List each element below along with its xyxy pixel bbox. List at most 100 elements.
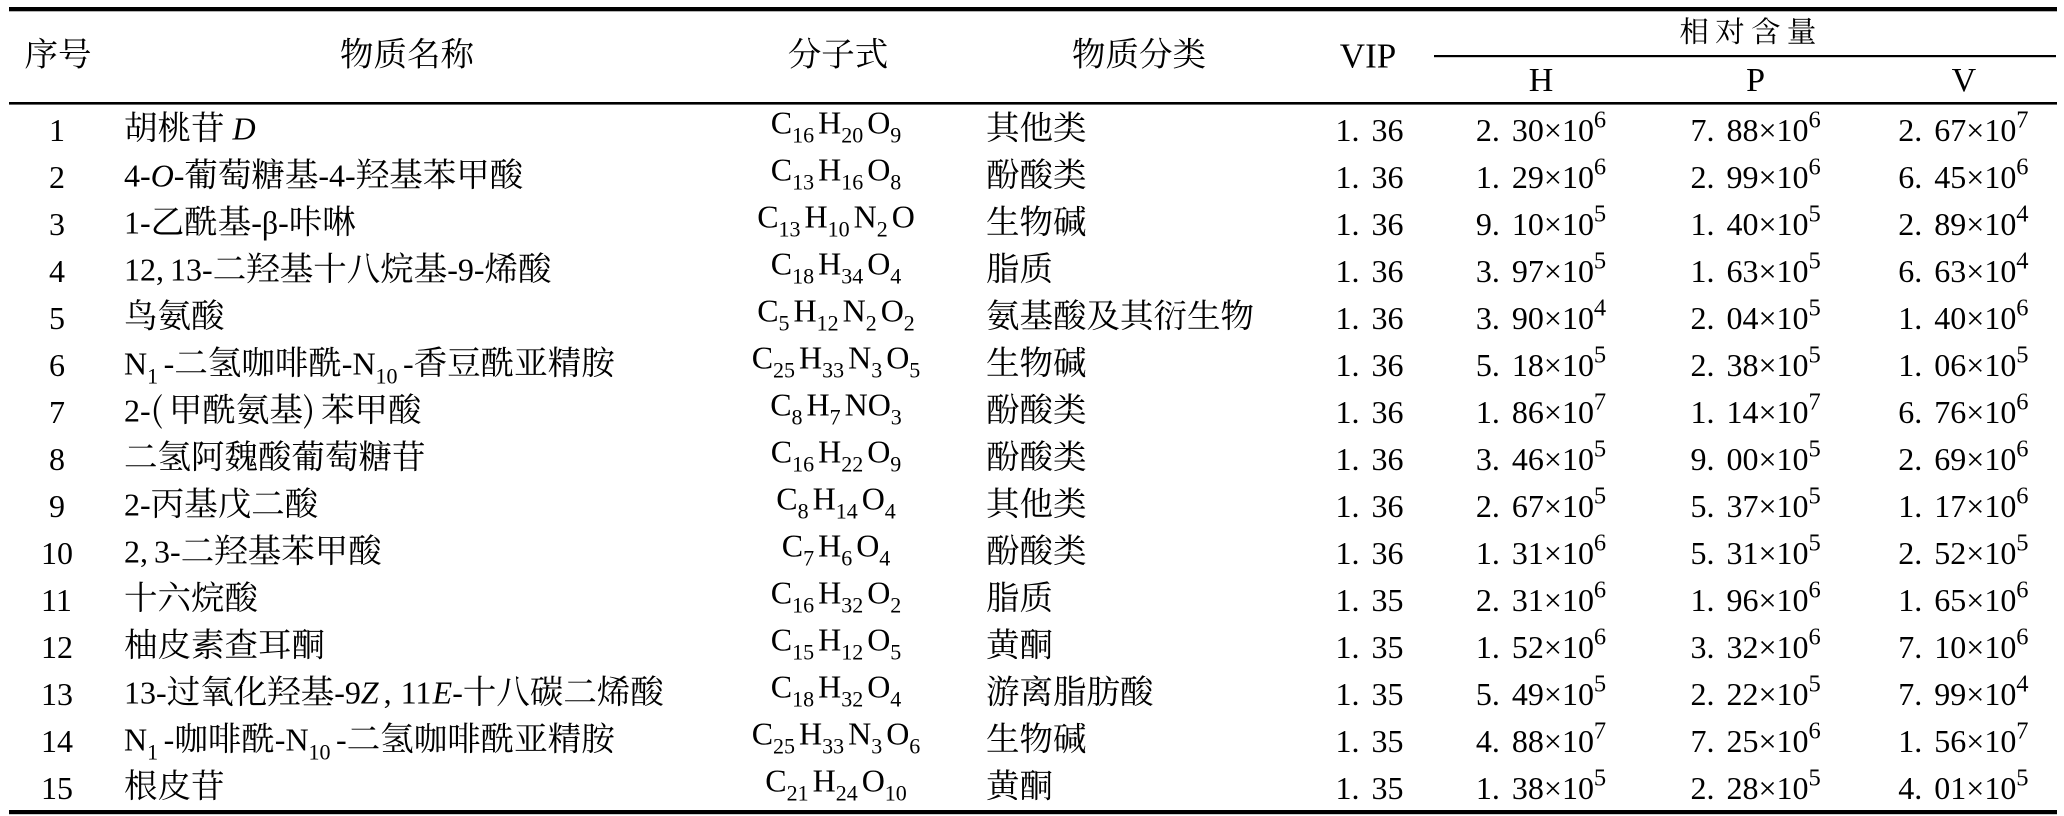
svg-text:3: 3	[871, 734, 882, 759]
svg-text:22: 22	[841, 452, 863, 477]
svg-text:2.: 2.	[1476, 582, 1500, 618]
svg-text:N: N	[854, 199, 877, 235]
svg-text:5: 5	[1809, 201, 1821, 228]
svg-text:2: 2	[877, 217, 888, 242]
svg-text:6: 6	[1594, 624, 1606, 651]
svg-text:4: 4	[890, 264, 901, 289]
svg-text:2.: 2.	[1898, 206, 1922, 242]
svg-text:1.: 1.	[1336, 347, 1360, 383]
svg-text:O: O	[867, 152, 890, 188]
svg-text:C: C	[771, 622, 792, 658]
svg-text:7: 7	[1809, 389, 1821, 416]
svg-text:63×10: 63×10	[1727, 253, 1809, 289]
svg-text:36: 36	[1372, 159, 1404, 195]
svg-text:-N: -N	[275, 722, 309, 758]
svg-text:3-: 3-	[154, 534, 181, 570]
svg-text:1.: 1.	[1476, 394, 1500, 430]
svg-text:38×10: 38×10	[1727, 347, 1809, 383]
svg-text:5: 5	[1809, 295, 1821, 322]
svg-text:5: 5	[1809, 436, 1821, 463]
svg-text:O: O	[867, 246, 890, 282]
svg-text:1.: 1.	[1691, 394, 1715, 430]
svg-text:5: 5	[779, 311, 790, 336]
svg-text:3.: 3.	[1476, 253, 1500, 289]
svg-text:2-: 2-	[124, 393, 151, 429]
svg-text:7: 7	[1594, 718, 1606, 745]
svg-text:33: 33	[822, 358, 844, 383]
svg-text:35: 35	[1372, 723, 1404, 759]
svg-text:3.: 3.	[1476, 441, 1500, 477]
svg-text:9.: 9.	[1476, 206, 1500, 242]
svg-text:C: C	[771, 246, 792, 282]
svg-text:31×10: 31×10	[1727, 535, 1809, 571]
svg-text:2.: 2.	[1691, 159, 1715, 195]
svg-text:35: 35	[1372, 770, 1404, 806]
svg-text:1.: 1.	[1336, 488, 1360, 524]
svg-text:1: 1	[147, 740, 158, 765]
svg-text:1.: 1.	[1336, 629, 1360, 665]
svg-text:N: N	[848, 716, 871, 752]
svg-text:13-: 13-	[170, 252, 213, 288]
svg-text:E: E	[432, 675, 453, 711]
svg-text:5: 5	[2016, 342, 2028, 369]
svg-text:17×10: 17×10	[1934, 488, 2016, 524]
svg-text:6.: 6.	[1898, 253, 1922, 289]
svg-text:1.: 1.	[1336, 535, 1360, 571]
svg-text:Z: Z	[361, 675, 380, 711]
svg-text:7.: 7.	[1691, 723, 1715, 759]
svg-text:5.: 5.	[1476, 676, 1500, 712]
svg-text:C: C	[757, 199, 778, 235]
svg-text:6.: 6.	[1898, 394, 1922, 430]
svg-text:8: 8	[798, 499, 809, 524]
svg-text:O: O	[886, 716, 909, 752]
svg-text:21: 21	[787, 781, 809, 806]
svg-text:28×10: 28×10	[1727, 770, 1809, 806]
svg-text:00×10: 00×10	[1727, 441, 1809, 477]
svg-text:96×10: 96×10	[1727, 582, 1809, 618]
svg-text:7: 7	[49, 394, 65, 430]
svg-text:6: 6	[1594, 107, 1606, 134]
svg-text:69×10: 69×10	[1934, 441, 2016, 477]
svg-text:40×10: 40×10	[1934, 300, 2016, 336]
svg-text:-4-: -4-	[318, 158, 355, 194]
svg-text:N: N	[848, 340, 871, 376]
svg-text:45×10: 45×10	[1934, 159, 2016, 195]
svg-text:O: O	[867, 434, 890, 470]
svg-text:-: -	[336, 722, 347, 758]
svg-text:6: 6	[1594, 154, 1606, 181]
svg-text:5: 5	[1594, 765, 1606, 792]
svg-text:10: 10	[309, 740, 331, 765]
svg-text:6: 6	[1594, 577, 1606, 604]
svg-text:1.: 1.	[1898, 488, 1922, 524]
svg-text:O: O	[867, 575, 890, 611]
svg-text:H: H	[818, 575, 841, 611]
svg-text:C: C	[771, 669, 792, 705]
svg-text:H: H	[813, 763, 836, 799]
svg-text:6: 6	[1809, 718, 1821, 745]
svg-text:04×10: 04×10	[1727, 300, 1809, 336]
svg-text:O: O	[867, 622, 890, 658]
svg-text:C: C	[771, 105, 792, 141]
svg-text:32: 32	[841, 687, 863, 712]
svg-text:49×10: 49×10	[1512, 676, 1594, 712]
svg-text:O: O	[881, 293, 904, 329]
svg-text:1.: 1.	[1336, 723, 1360, 759]
svg-text:12: 12	[817, 311, 839, 336]
svg-text:5: 5	[1594, 483, 1606, 510]
svg-text:2.: 2.	[1691, 347, 1715, 383]
svg-text:O: O	[868, 387, 891, 423]
svg-text:2: 2	[904, 311, 915, 336]
svg-text:D: D	[232, 111, 256, 147]
svg-text:1.: 1.	[1336, 770, 1360, 806]
svg-text:25: 25	[773, 358, 795, 383]
svg-text:33: 33	[822, 734, 844, 759]
svg-text:5.: 5.	[1476, 347, 1500, 383]
svg-text:2.: 2.	[1691, 300, 1715, 336]
svg-text:4: 4	[890, 687, 901, 712]
svg-text:C: C	[770, 387, 791, 423]
svg-text:36: 36	[1372, 488, 1404, 524]
svg-text:6: 6	[1809, 577, 1821, 604]
svg-text:10×10: 10×10	[1934, 629, 2016, 665]
svg-text:-: -	[174, 158, 185, 194]
svg-text:H: H	[818, 669, 841, 705]
